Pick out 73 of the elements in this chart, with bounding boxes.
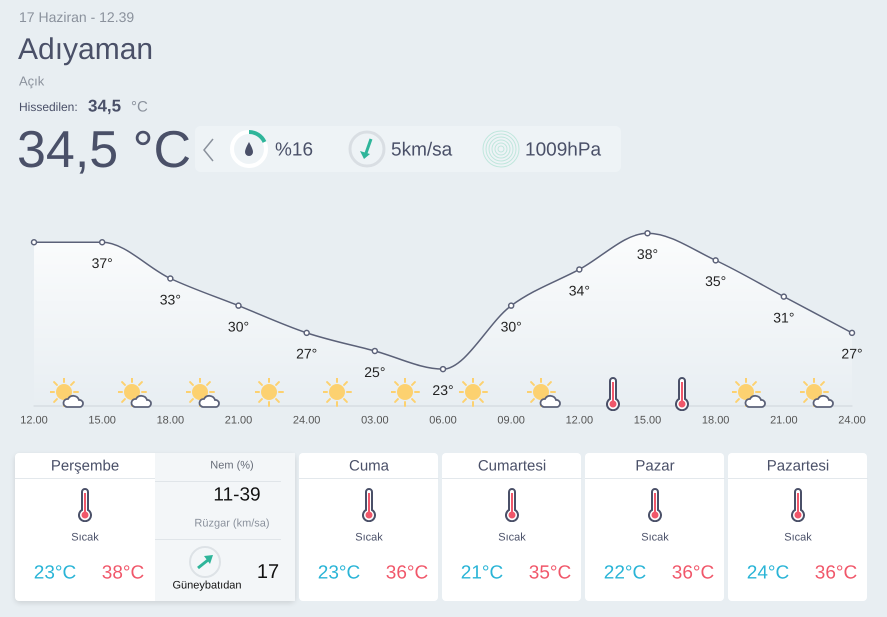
data-label: 30° (228, 318, 250, 335)
text: Perşembe (50, 458, 120, 474)
data-label: 25° (364, 364, 386, 380)
x-tick-label: 09.00 (497, 414, 525, 426)
point (712, 257, 719, 264)
x-tick-label: 15.00 (634, 414, 662, 426)
annotation: 11-39 (213, 484, 261, 506)
annotation: 23°C (34, 562, 76, 584)
annotation: 24°C (746, 562, 790, 584)
x-tick-label: 15.00 (88, 414, 116, 426)
point (98, 239, 106, 246)
text: Cumartesi (478, 458, 546, 474)
x-tick-label: 18.00 (156, 414, 184, 426)
point (508, 302, 514, 309)
point (644, 230, 651, 236)
annotation: Nem (%) (210, 460, 254, 472)
point (576, 266, 583, 273)
point (235, 302, 242, 309)
text: Pazartesi (766, 458, 830, 474)
annotation: 36°C (814, 562, 858, 584)
data-label: 35° (705, 273, 726, 290)
text: 5km/sa (391, 140, 452, 160)
annotation: Sıcak (784, 532, 812, 544)
x-tick-label: 06.00 (429, 414, 457, 426)
annotation: Sıcak (355, 532, 383, 544)
data-label: 34° (568, 282, 590, 298)
annotation: 36°C (386, 562, 428, 584)
point (167, 275, 174, 282)
point (30, 239, 38, 246)
x-tick-label: 24.00 (292, 414, 320, 426)
data-label: 27° (296, 346, 318, 362)
text: 34,5 (88, 96, 122, 116)
point (780, 293, 788, 300)
annotation: 17 (256, 561, 280, 583)
text: Cuma (348, 458, 390, 474)
annotation: 21°C (460, 562, 504, 584)
data-label: 30° (500, 318, 522, 335)
text: 34,5 °C (17, 121, 192, 179)
annotation: 38°C (102, 562, 144, 584)
data-label: 23° (432, 382, 454, 398)
point (440, 366, 446, 372)
x-tick-label: 18.00 (702, 414, 730, 426)
x-tick-label: 24.00 (838, 414, 866, 426)
annotation: Rüzgar (km/sa) (194, 518, 270, 530)
text: %16 (275, 140, 314, 160)
text: 17 Haziran - 12.39 (19, 9, 134, 25)
data-label: 31° (773, 309, 794, 326)
data-label: 33° (160, 291, 181, 308)
data-label: 27° (841, 346, 863, 362)
x-tick-label: 12.00 (566, 414, 594, 426)
data-label: 37° (92, 255, 113, 272)
text: °C (131, 98, 148, 116)
text: 1009hPa (525, 140, 602, 160)
text: Açık (19, 74, 44, 88)
data-label: 38° (636, 246, 658, 262)
x-tick-label: 21.00 (770, 414, 798, 426)
x-tick-label: 03.00 (361, 414, 389, 426)
text: Adıyaman (18, 33, 154, 66)
x-tick-label: 21.00 (224, 414, 252, 426)
text: Pazar (635, 458, 675, 474)
x-tick-label: 12.00 (20, 414, 48, 426)
point (303, 330, 310, 336)
annotation: 23°C (318, 562, 360, 584)
text: Hissedilen: (19, 100, 78, 114)
annotation: 22°C (604, 562, 646, 584)
annotation: Sıcak (498, 532, 526, 544)
annotation: Sıcak (71, 532, 99, 544)
point (372, 348, 378, 354)
annotation: 36°C (672, 562, 714, 584)
annotation: 35°C (528, 562, 572, 584)
annotation: Sıcak (641, 532, 669, 544)
text: Güneybatıdan (172, 580, 242, 592)
point (848, 330, 856, 336)
